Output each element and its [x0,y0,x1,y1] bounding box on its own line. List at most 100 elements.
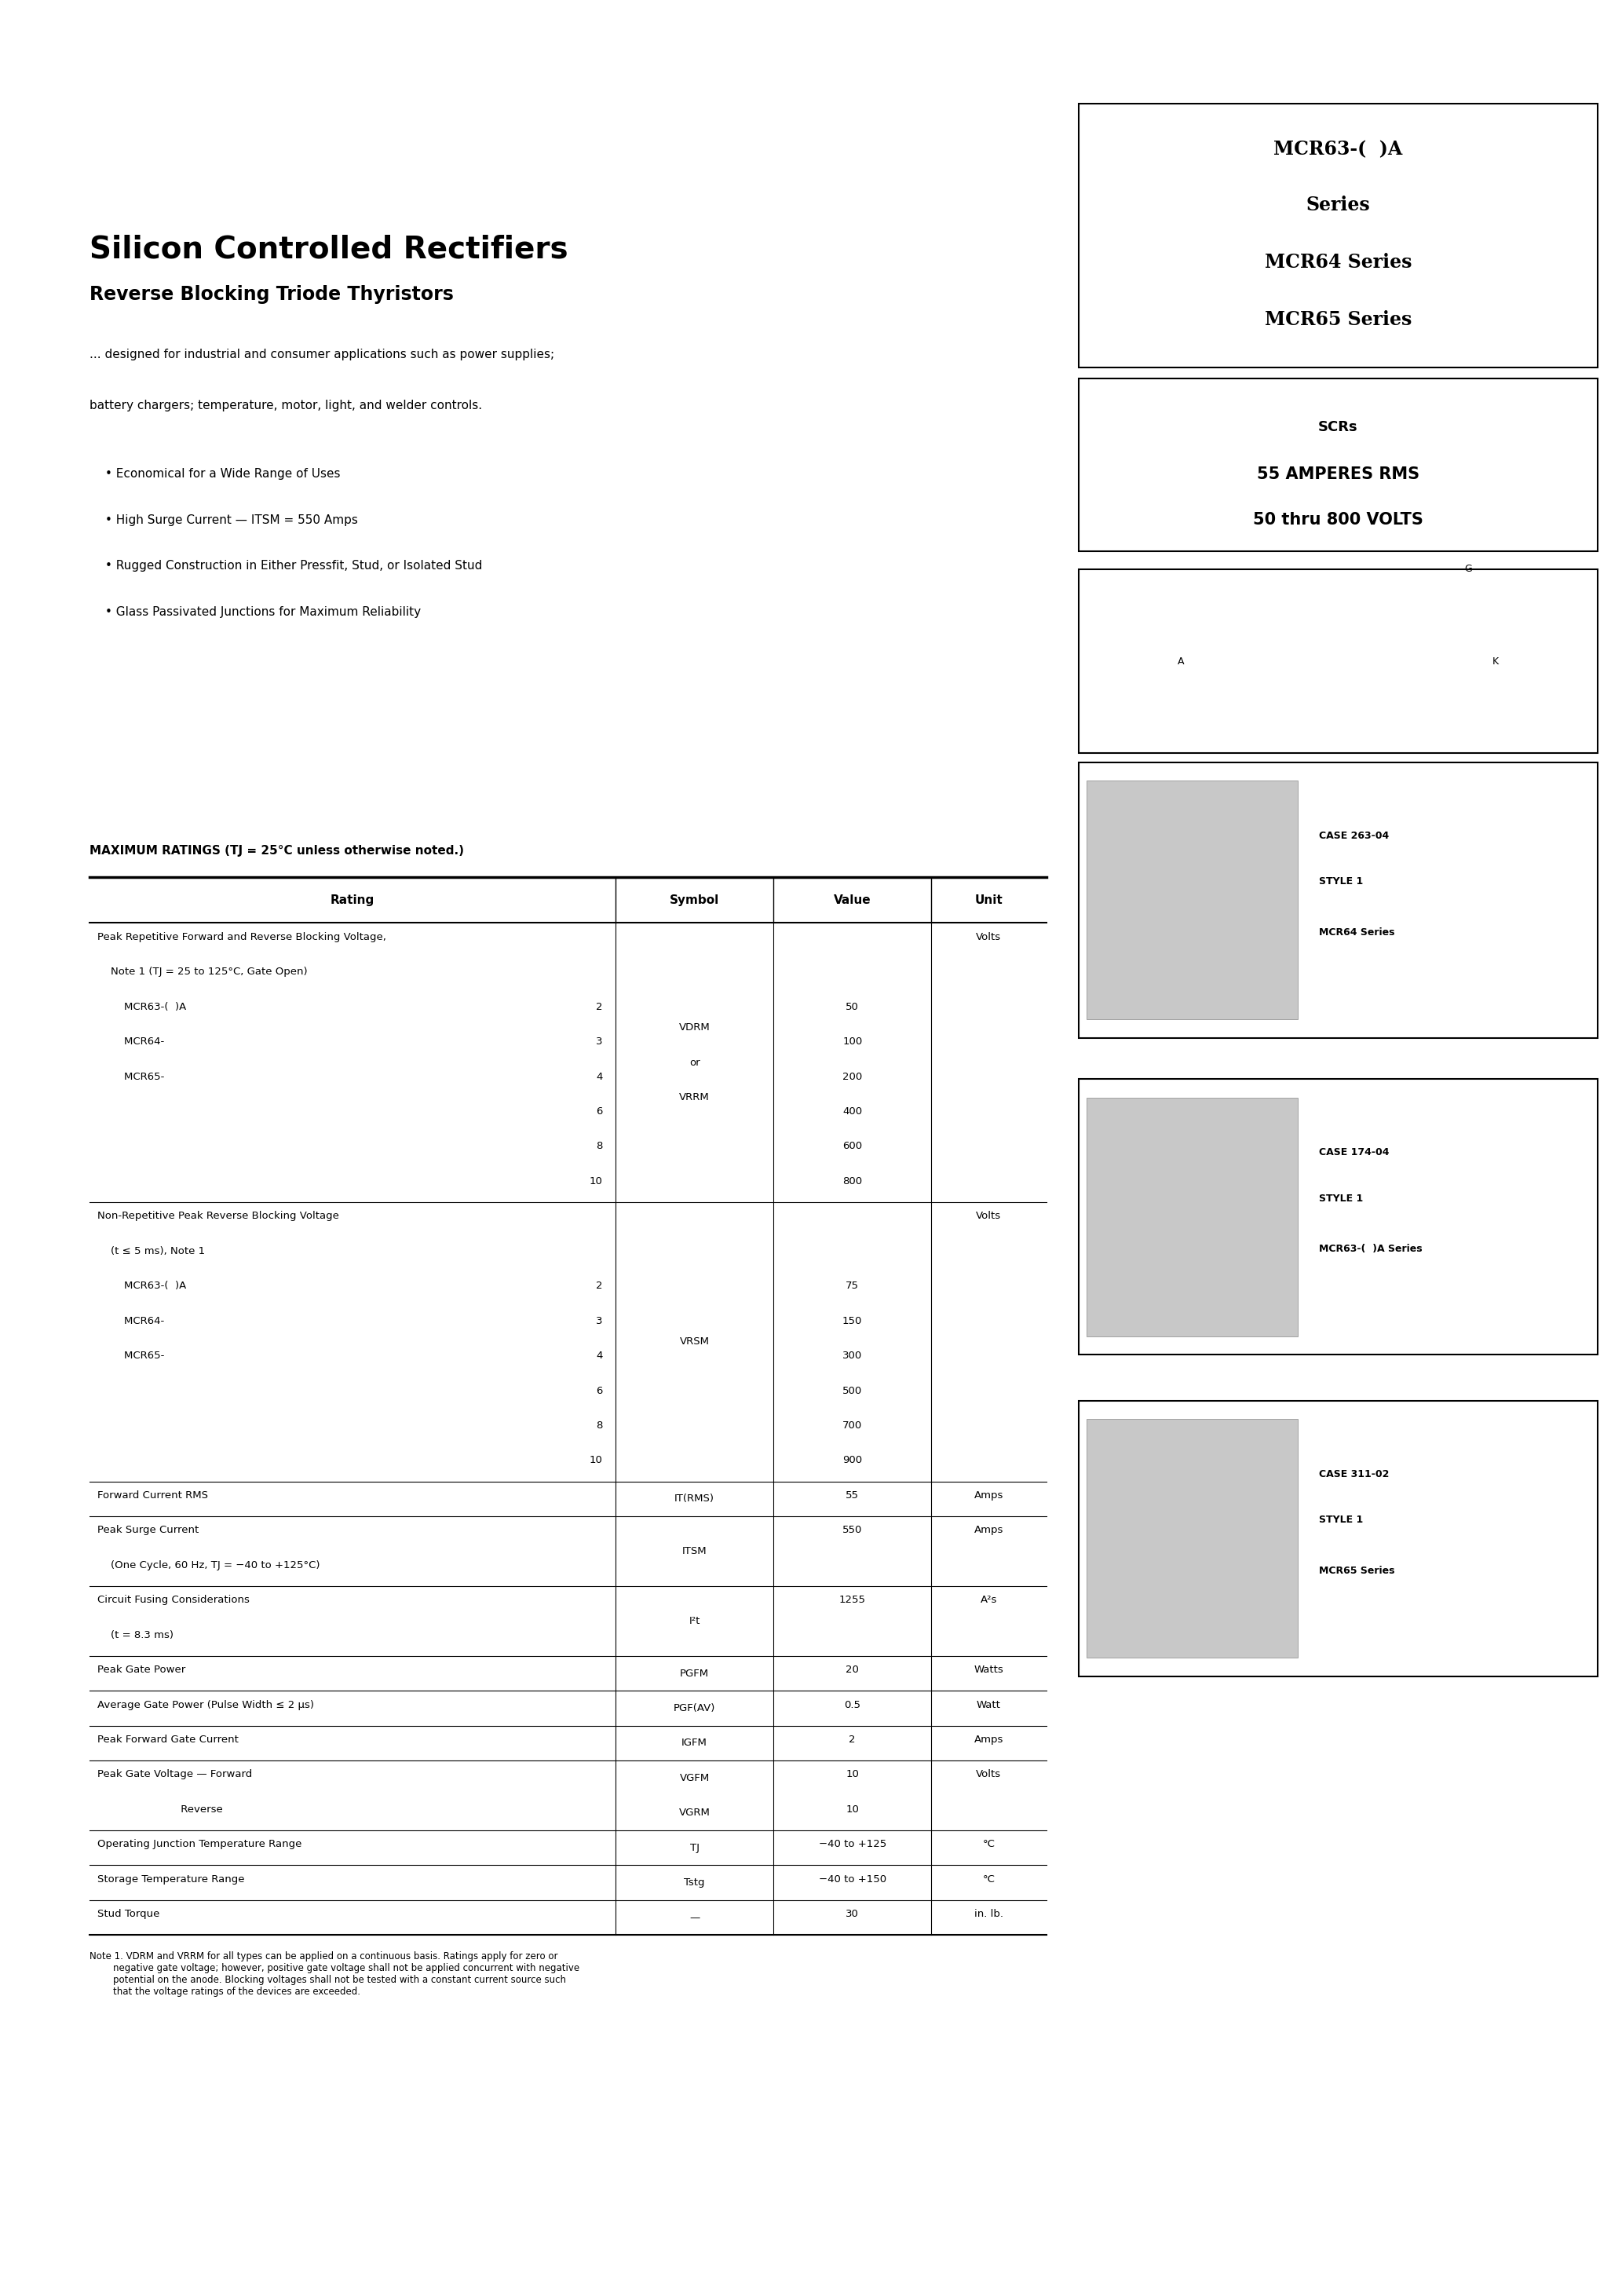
Text: MCR64-: MCR64- [97,1035,164,1047]
Text: 55: 55 [845,1490,860,1502]
Text: • High Surge Current — ITSM = 550 Amps: • High Surge Current — ITSM = 550 Amps [105,514,358,526]
Text: Series: Series [1306,195,1371,214]
Text: (One Cycle, 60 Hz, TJ = −40 to +125°C): (One Cycle, 60 Hz, TJ = −40 to +125°C) [97,1559,320,1570]
Text: PGFM: PGFM [680,1669,709,1678]
Text: Note 1 (TJ = 25 to 125°C, Gate Open): Note 1 (TJ = 25 to 125°C, Gate Open) [97,967,308,978]
Text: Volts: Volts [976,932,1001,941]
Text: Amps: Amps [975,1490,1004,1502]
Text: 20: 20 [845,1665,860,1676]
Text: ... designed for industrial and consumer applications such as power supplies;: ... designed for industrial and consumer… [89,349,555,360]
Text: 200: 200 [842,1072,863,1081]
Text: 50 thru 800 VOLTS: 50 thru 800 VOLTS [1254,512,1422,528]
Text: 10: 10 [589,1456,603,1465]
Text: MAXIMUM RATINGS (TJ = 25°C unless otherwise noted.): MAXIMUM RATINGS (TJ = 25°C unless otherw… [89,845,464,856]
Text: MCR65-: MCR65- [97,1072,164,1081]
Text: VRSM: VRSM [680,1336,709,1348]
Text: 3: 3 [595,1316,603,1327]
Text: Peak Surge Current: Peak Surge Current [97,1525,200,1536]
FancyBboxPatch shape [1079,379,1598,551]
Text: Silicon Controlled Rectifiers: Silicon Controlled Rectifiers [89,234,568,264]
Text: 75: 75 [845,1281,860,1290]
FancyBboxPatch shape [1079,1079,1598,1355]
Text: or: or [689,1058,699,1068]
Text: 4: 4 [595,1072,603,1081]
Text: A: A [1178,657,1184,666]
Text: 6: 6 [595,1384,603,1396]
Text: 2: 2 [848,1733,856,1745]
Text: 300: 300 [842,1350,863,1362]
Text: 2: 2 [595,1001,603,1013]
Text: VGRM: VGRM [680,1807,710,1818]
FancyBboxPatch shape [1087,1097,1298,1336]
Text: 800: 800 [842,1176,863,1187]
FancyBboxPatch shape [1079,103,1598,367]
Text: 55 AMPERES RMS: 55 AMPERES RMS [1257,466,1419,482]
Text: G: G [1465,565,1473,574]
Text: °C: °C [983,1839,994,1851]
Text: Volts: Volts [976,1770,1001,1779]
Text: A²s: A²s [980,1596,998,1605]
FancyBboxPatch shape [1087,781,1298,1019]
Text: 1255: 1255 [839,1596,866,1605]
Text: 900: 900 [842,1456,863,1465]
Text: IGFM: IGFM [681,1738,707,1747]
Text: 100: 100 [842,1035,863,1047]
Text: CASE 311-02: CASE 311-02 [1319,1469,1388,1479]
Text: Amps: Amps [975,1733,1004,1745]
Text: SCRs: SCRs [1319,420,1358,434]
Text: Amps: Amps [975,1525,1004,1536]
Text: STYLE 1: STYLE 1 [1319,877,1362,886]
Text: 8: 8 [595,1141,603,1153]
Text: VRRM: VRRM [680,1093,710,1102]
Text: Peak Gate Voltage — Forward: Peak Gate Voltage — Forward [97,1770,251,1779]
Text: 2: 2 [595,1281,603,1290]
Text: MCR63-(  )A: MCR63-( )A [97,1001,187,1013]
Text: Operating Junction Temperature Range: Operating Junction Temperature Range [97,1839,302,1851]
Text: in. lb.: in. lb. [975,1908,1004,1919]
Text: 10: 10 [845,1770,860,1779]
Text: 4: 4 [595,1350,603,1362]
Text: VDRM: VDRM [680,1022,710,1033]
Text: —: — [689,1913,699,1922]
Text: • Rugged Construction in Either Pressfit, Stud, or Isolated Stud: • Rugged Construction in Either Pressfit… [105,560,483,572]
Text: STYLE 1: STYLE 1 [1319,1515,1362,1525]
FancyBboxPatch shape [1079,762,1598,1038]
Text: Rating: Rating [331,893,375,907]
Text: −40 to +125: −40 to +125 [819,1839,886,1851]
Text: 3: 3 [595,1035,603,1047]
Text: −40 to +150: −40 to +150 [819,1874,886,1885]
Text: Non-Repetitive Peak Reverse Blocking Voltage: Non-Repetitive Peak Reverse Blocking Vol… [97,1210,339,1221]
Text: 600: 600 [842,1141,863,1153]
Text: IT(RMS): IT(RMS) [675,1495,715,1504]
Text: MCR65 Series: MCR65 Series [1265,310,1411,328]
Text: STYLE 1: STYLE 1 [1319,1194,1362,1203]
Text: Peak Forward Gate Current: Peak Forward Gate Current [97,1733,238,1745]
Text: MCR63-(  )A Series: MCR63-( )A Series [1319,1244,1422,1254]
Text: PGF(AV): PGF(AV) [673,1704,715,1713]
Text: Unit: Unit [975,893,1002,907]
Polygon shape [1277,604,1400,719]
Text: K: K [1492,657,1499,666]
Text: MCR63-(  )A: MCR63-( )A [1273,140,1403,158]
Text: Note 1. VDRM and VRRM for all types can be applied on a continuous basis. Rating: Note 1. VDRM and VRRM for all types can … [89,1952,579,1998]
FancyBboxPatch shape [1079,1401,1598,1676]
Text: 500: 500 [842,1384,863,1396]
Text: Peak Repetitive Forward and Reverse Blocking Voltage,: Peak Repetitive Forward and Reverse Bloc… [97,932,386,941]
Text: 30: 30 [845,1908,860,1919]
Text: Reverse: Reverse [97,1805,222,1814]
Text: 10: 10 [845,1805,860,1814]
Text: TJ: TJ [689,1844,699,1853]
Text: 10: 10 [589,1176,603,1187]
Text: MCR63-(  )A: MCR63-( )A [97,1281,187,1290]
FancyBboxPatch shape [1079,569,1598,753]
Text: Average Gate Power (Pulse Width ≤ 2 μs): Average Gate Power (Pulse Width ≤ 2 μs) [97,1699,315,1711]
Text: (t ≤ 5 ms), Note 1: (t ≤ 5 ms), Note 1 [97,1247,204,1256]
Text: Stud Torque: Stud Torque [97,1908,159,1919]
Text: 550: 550 [842,1525,863,1536]
Text: 150: 150 [842,1316,863,1327]
Text: MCR65-: MCR65- [97,1350,164,1362]
Text: Forward Current RMS: Forward Current RMS [97,1490,208,1502]
Text: Value: Value [834,893,871,907]
Text: • Economical for a Wide Range of Uses: • Economical for a Wide Range of Uses [105,468,341,480]
Text: Volts: Volts [976,1210,1001,1221]
